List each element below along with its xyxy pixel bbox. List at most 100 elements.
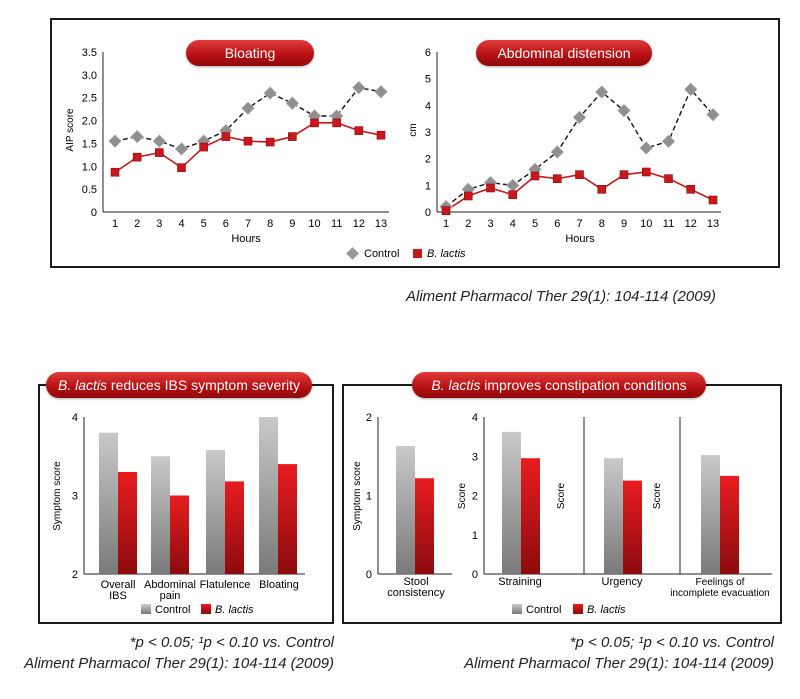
bloating-xtick: 9 <box>289 218 295 230</box>
ibs-control-bar <box>206 449 225 574</box>
distension-xtick: 6 <box>554 218 560 230</box>
legend-blactis-label: B. lactis <box>427 248 466 260</box>
ibs-legend: Control B. lactis <box>141 604 254 616</box>
bar-category-labels: Overall IBS Abdominal pain Flatulence Bloa… <box>101 576 770 602</box>
distension-xtick: 2 <box>465 218 471 230</box>
b2-ylabel: Symptom score <box>352 461 363 531</box>
bloating-blactis-point <box>199 142 208 152</box>
distension-blactis-point <box>597 185 607 194</box>
distension-blactis-point <box>708 195 718 205</box>
bloating-control-point <box>108 134 122 148</box>
bloating-control-point <box>263 86 277 100</box>
top-legend: Control B. lactis <box>346 247 466 260</box>
bloating-ytick: 1.0 <box>82 161 97 173</box>
bloating-control-point <box>130 129 144 144</box>
distension-control-point <box>505 178 520 193</box>
c1-xlabel: Hours <box>231 233 261 245</box>
bloating-xtick: 5 <box>201 218 207 230</box>
constipation-control-bar <box>701 455 720 574</box>
ibs-blactis-bar <box>225 481 244 574</box>
bloating-xtick: 11 <box>331 218 342 230</box>
c2-ylabel: cm <box>408 123 419 136</box>
stool-blactis-bar <box>415 478 434 574</box>
constipation-significance: *p < 0.05; ¹p < 0.10 vs. Control <box>569 634 774 651</box>
b3-ylabel: Score <box>457 483 468 510</box>
distension-ytick: 4 <box>425 100 431 112</box>
ibs-ytick: 4 <box>72 412 78 424</box>
ibs-blactis-bar <box>170 495 189 574</box>
const-legend-control-swatch <box>512 604 522 614</box>
label-feelings: Feelings of incomplete evacuation <box>670 577 770 599</box>
stool-ytick: 0 <box>366 569 372 581</box>
bloating-ytick: 3.5 <box>82 47 97 59</box>
bloating-blactis-point <box>177 163 186 172</box>
bloating-blactis-point <box>332 118 341 128</box>
constipation-blactis-bar <box>521 458 540 574</box>
constipation-ytick: 2 <box>472 491 478 503</box>
bloating-ytick: 2.5 <box>82 93 97 105</box>
constipation-title-italic: B. lactis <box>431 377 481 393</box>
top-line-charts: 00.51.01.52.02.53.03.51 2 3 4 5 6 7 8 9 10 11 12 13 … <box>65 47 721 260</box>
bloating-blactis-point <box>243 136 253 146</box>
bloating-xtick: 10 <box>308 218 320 230</box>
distension-control-point <box>550 145 565 159</box>
bloating-control-point <box>285 96 300 110</box>
const-legend-control-label: Control <box>526 604 561 616</box>
c2-xlabel: Hours <box>565 233 595 245</box>
distension-ytick: 5 <box>425 74 431 86</box>
distension-control-point <box>572 110 587 125</box>
ibs-ytick: 2 <box>72 569 78 581</box>
distension-ytick: 2 <box>425 154 431 166</box>
ibs-legend-control-swatch <box>141 604 151 614</box>
bloating-blactis-point <box>310 118 319 128</box>
constipation-blactis-bar <box>720 475 739 574</box>
distension-blactis-point <box>641 167 651 177</box>
distension-control-point <box>639 141 654 155</box>
bloating-blactis-point <box>376 130 386 140</box>
bloating-control-point <box>352 80 366 95</box>
ibs-control-bar <box>99 432 118 574</box>
bloating-blactis-point <box>354 126 364 135</box>
distension-ytick: 0 <box>425 207 431 219</box>
constipation-ytick: 3 <box>472 451 478 463</box>
label-abdominal-pain: Abdominal pain <box>144 579 196 602</box>
label-flatulence: Flatulence <box>200 579 251 591</box>
ibs-blactis-bar <box>118 471 137 574</box>
distension-xtick: 3 <box>487 218 493 230</box>
distension-blactis-point <box>508 190 518 199</box>
bloating-blactis-point <box>221 132 231 141</box>
bloating-xtick: 7 <box>245 218 251 230</box>
distension-xtick: 4 <box>510 218 516 230</box>
bloating-control-point <box>174 142 189 156</box>
b1-ylabel: Symptom score <box>52 461 63 531</box>
const-legend-blactis-swatch <box>573 604 583 614</box>
distension-ytick: 1 <box>425 180 431 192</box>
stool-control-bar <box>396 446 415 574</box>
bloating-xtick: 2 <box>134 218 140 230</box>
distension-xtick: 8 <box>599 218 605 230</box>
bloating-xtick: 1 <box>112 218 118 230</box>
label-straining: Straining <box>498 576 541 588</box>
bloating-ytick: 2.0 <box>82 116 97 128</box>
distension-control-point <box>594 85 609 99</box>
bloating-blactis-point <box>110 167 120 177</box>
ibs-control-bar <box>259 417 278 574</box>
legend-control-label: Control <box>364 248 399 260</box>
label-bloating: Bloating <box>259 579 299 591</box>
distension-xtick: 5 <box>532 218 538 230</box>
ibs-title-pill: B. lactis reduces IBS symptom severity <box>46 372 312 398</box>
label-urgency: Urgency <box>602 576 643 588</box>
constipation-ytick: 4 <box>472 412 478 424</box>
bloating-xtick: 6 <box>223 218 229 230</box>
distension-blactis-point <box>441 206 451 215</box>
stool-ytick: 2 <box>366 412 372 424</box>
bloating-ytick: 3.0 <box>82 70 97 82</box>
bloating-title-pill: Bloating <box>186 40 314 66</box>
const-legend-blactis-label: B. lactis <box>587 604 626 616</box>
ibs-significance: *p < 0.05; ¹p < 0.10 vs. Control <box>129 634 334 651</box>
ibs-legend-blactis-swatch <box>201 604 211 614</box>
stool-ytick: 1 <box>366 491 372 503</box>
bloating-control-point <box>241 101 255 116</box>
constipation-ytick: 0 <box>472 569 478 581</box>
bloating-xtick: 3 <box>156 218 162 230</box>
